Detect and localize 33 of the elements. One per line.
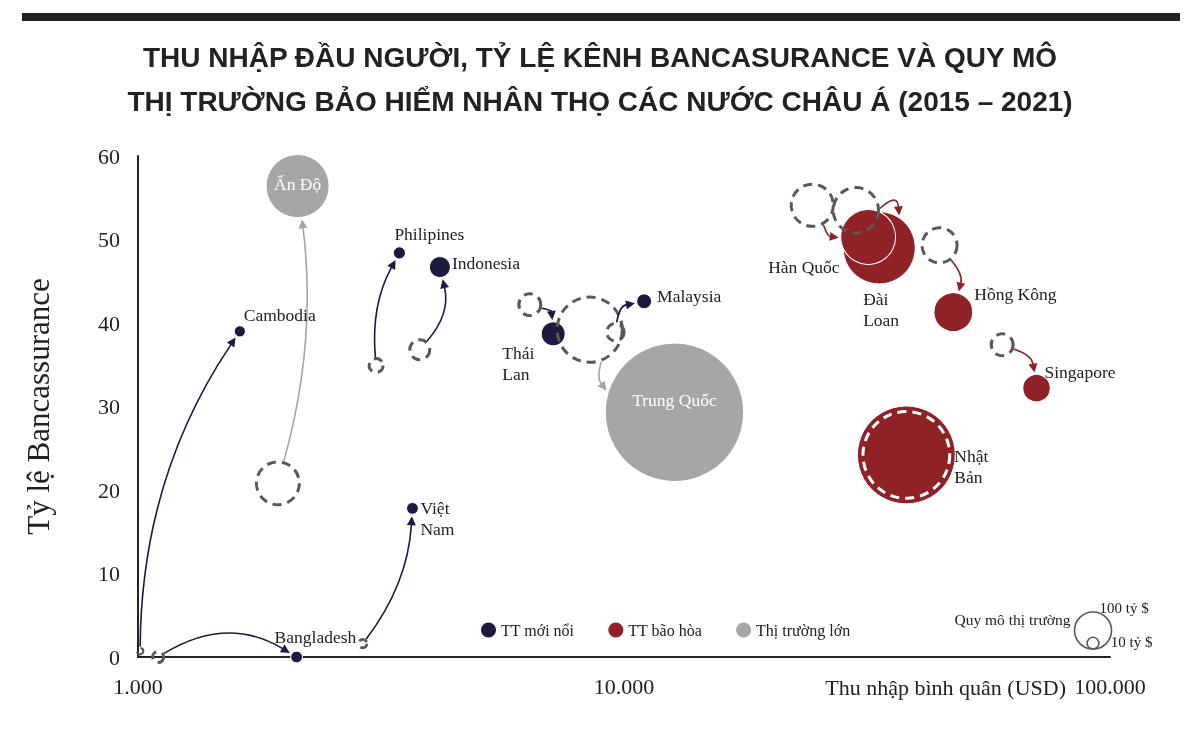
annotation: Thái Lan: [502, 342, 535, 384]
x-tick-label: 10.000: [593, 673, 655, 699]
y-tick-label: 0: [109, 644, 120, 670]
y-tick-label: 40: [98, 310, 120, 336]
y-tick-label: 30: [98, 394, 120, 419]
legend-label: 10 tỷ $: [1110, 634, 1154, 651]
annotation: Cambodia: [243, 305, 316, 326]
annotation: Singapore: [1044, 362, 1116, 383]
annotation: Đài Loan: [863, 288, 900, 330]
y-axis-title: Tỷ lệ Bancassurance: [21, 278, 56, 535]
annotation: Trung Quốc: [632, 390, 717, 411]
annotation: Philipines: [394, 223, 465, 244]
y-tick-label: 20: [98, 477, 120, 503]
chart-title: THU NHẬP ĐẦU NGƯỜI, TỶ LỆ KÊNH BANCASURANCE VÀ QUY MÔ THỊ TRƯỜNG BẢO HIỂM NHÂN THỌ CÁC NƯỚC CHÂU Á (2015 – 2021): [126, 40, 1074, 119]
y-tick-label: 60: [98, 143, 120, 169]
legend-label: 100 tỷ $: [1099, 600, 1150, 617]
annotation: Bangladesh: [274, 627, 357, 648]
annotation: Việt Nam: [420, 498, 455, 540]
annotation: Nhật Bản: [954, 445, 989, 487]
x-axis-title: Thu nhập bình quân (USD): [825, 674, 1066, 700]
legend-label: TT bão hòa: [628, 621, 702, 639]
annotation: Indonesia: [451, 253, 521, 274]
annotation: Hồng Kông: [974, 284, 1057, 305]
annotation: Ấn Độ: [274, 174, 322, 195]
legend-label: TT mới nổi: [501, 621, 575, 639]
x-tick-label: 100.000: [1074, 673, 1146, 699]
annotation: Hàn Quốc: [768, 257, 840, 278]
y-tick-label: 10: [98, 561, 120, 586]
legend-label: Thị trường lớn: [756, 621, 851, 640]
y-tick-label: 50: [98, 227, 120, 252]
x-tick-label: 1.000: [113, 673, 163, 699]
annotation: Quy mô thị trường: [954, 610, 1071, 628]
annotation: Malaysia: [657, 286, 722, 307]
